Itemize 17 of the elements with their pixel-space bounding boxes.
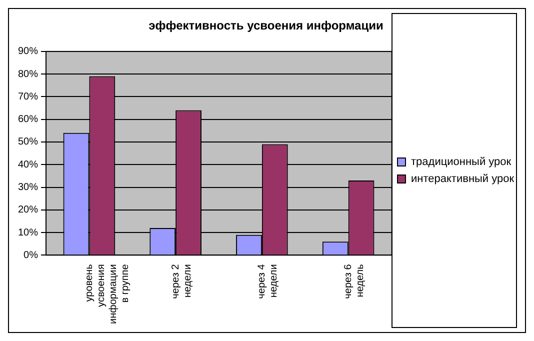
- legend-label: интерактивный урок: [411, 173, 514, 186]
- x-tick-label: через 2 недели: [170, 264, 194, 299]
- y-tick-label: 10%: [18, 227, 38, 238]
- chart-title: эффективность усвоения информации: [148, 18, 384, 33]
- x-tick-label: уровень усвоения информации в группе: [84, 264, 131, 324]
- y-tick-label: 80%: [18, 68, 38, 80]
- y-tick-label: 60%: [18, 114, 38, 126]
- y-tick-label: 20%: [18, 204, 38, 216]
- y-tick-label: 30%: [18, 182, 38, 194]
- y-tick-label: 40%: [18, 159, 38, 170]
- y-tick-label: 70%: [18, 91, 38, 102]
- x-tick-label: через 4 недели: [256, 264, 280, 299]
- x-tick-label: через 6 недель: [343, 264, 366, 299]
- y-tick-label: 50%: [18, 136, 38, 148]
- y-tick-label: 90%: [18, 46, 38, 58]
- legend-label: традиционный урок: [411, 156, 512, 168]
- y-tick-label: 0%: [24, 250, 38, 261]
